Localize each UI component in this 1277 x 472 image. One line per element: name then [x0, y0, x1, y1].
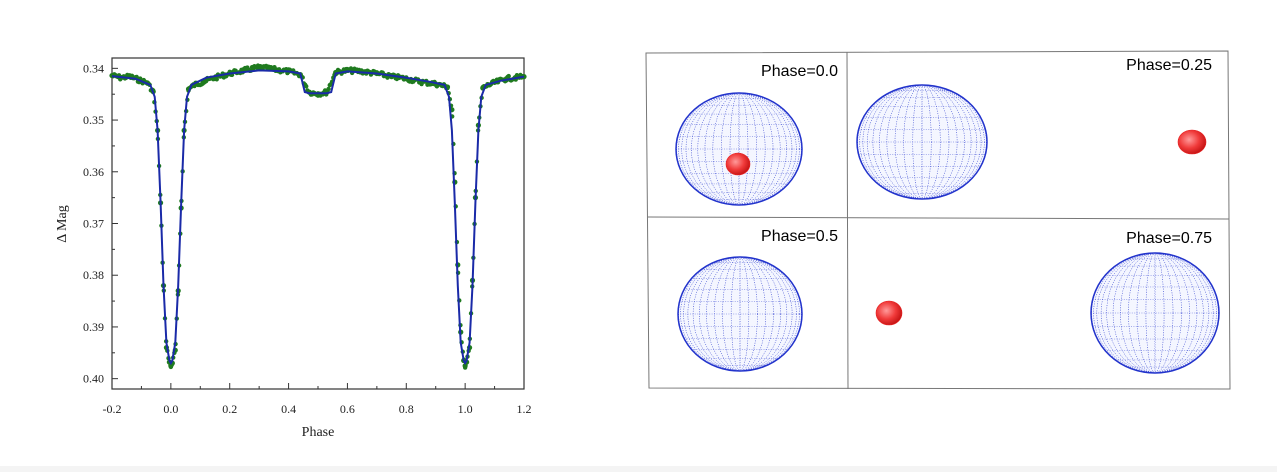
primary-star-phase-0 — [675, 92, 803, 206]
x-tick-label: 0.2 — [222, 402, 237, 416]
plot-frame — [111, 57, 525, 390]
grid-vertical-divider — [846, 51, 849, 390]
x-tick-label: -0.2 — [103, 402, 122, 416]
x-axis-title: Phase — [302, 425, 335, 440]
bottom-strip — [0, 466, 1277, 472]
panel-label-phase-0: Phase=0.0 — [761, 63, 838, 80]
y-tick-label: 0.37 — [83, 217, 104, 231]
y-tick-label: 0.39 — [83, 320, 104, 334]
y-tick-label: 0.34 — [83, 61, 104, 75]
x-tick-label: 0.6 — [340, 402, 355, 416]
primary-star-phase-025 — [856, 84, 988, 200]
y-tick-label: 0.36 — [83, 165, 104, 179]
y-axis-ticks: 0.34 0.35 0.36 0.37 0.38 0.39 0.40 — [83, 61, 118, 386]
data-point — [304, 84, 309, 89]
panel-label-phase-025: Phase=0.25 — [1126, 57, 1212, 74]
grid-outer-border — [645, 50, 1231, 390]
data-point — [326, 86, 331, 92]
y-tick-label: 0.40 — [83, 372, 104, 386]
observed-data-points — [109, 63, 527, 370]
grid-horizontal-divider — [646, 216, 1230, 220]
light-curve-plot: -0.2 0.0 0.2 0.4 0.6 0.8 1.0 1.2 0.340.350.360.… — [55, 57, 532, 440]
data-point — [214, 77, 219, 82]
panel-label-phase-05: Phase=0.5 — [761, 228, 838, 245]
primary-star-phase-075 — [1090, 252, 1220, 374]
x-tick-label: 1.2 — [517, 402, 532, 416]
data-point — [462, 365, 468, 370]
secondary-star-phase-075 — [875, 300, 903, 326]
data-point — [506, 73, 511, 79]
y-tick-label: 0.38 — [83, 268, 104, 282]
secondary-star-phase-0 — [725, 152, 751, 176]
x-tick-label: 1.0 — [458, 402, 473, 416]
primary-star-phase-05 — [677, 256, 803, 372]
x-tick-label: 0.8 — [399, 402, 414, 416]
y-axis-title: Δ Mag — [55, 205, 70, 242]
model-light-curve — [111, 69, 525, 366]
x-tick-label: 0.4 — [281, 402, 296, 416]
x-axis-ticks: -0.2 0.0 0.2 0.4 0.6 0.8 1.0 1.2 — [103, 383, 532, 416]
y-tick-label: 0.35 — [83, 113, 104, 127]
phase-diagram-grid: Phase=0.0 Phase=0.25 Phase=0.5 Phase=0.7… — [645, 50, 1231, 390]
x-tick-label: 0.0 — [163, 402, 178, 416]
panel-label-phase-075: Phase=0.75 — [1126, 230, 1212, 247]
secondary-star-phase-025 — [1177, 129, 1207, 155]
